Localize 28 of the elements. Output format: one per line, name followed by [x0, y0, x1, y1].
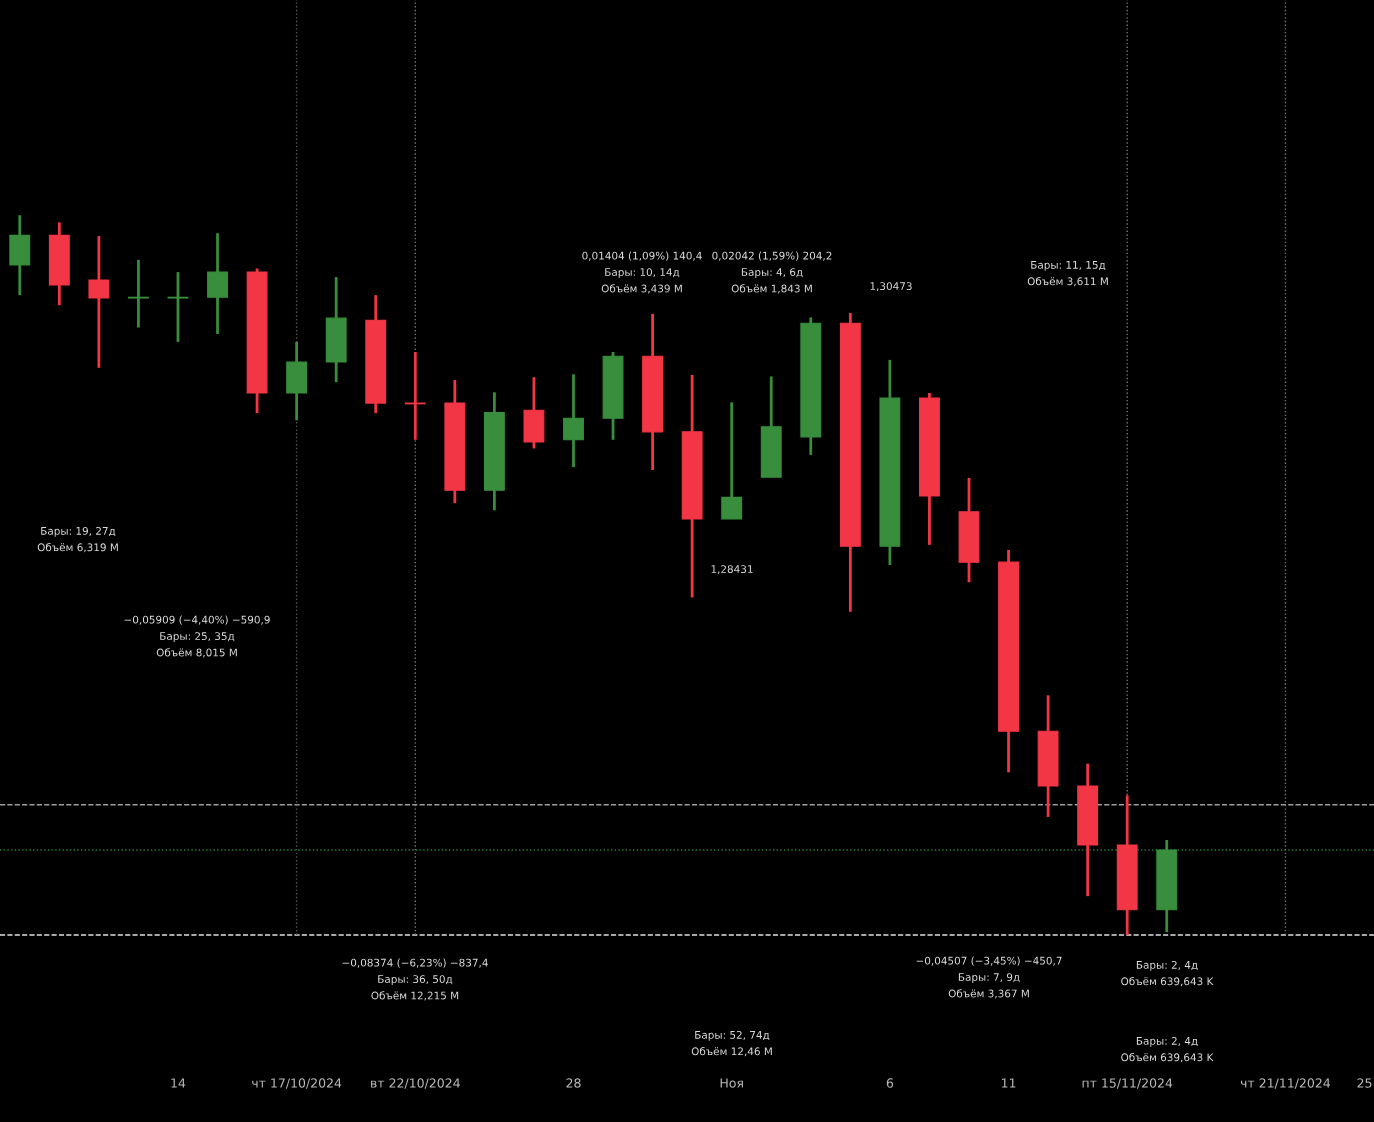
- x-tick-label: чт 21/11/2024: [1240, 1078, 1331, 1089]
- annotation: Бары: 11, 15д Объём 3,611 M: [1027, 261, 1108, 287]
- x-tick-label: 28: [566, 1078, 581, 1088]
- x-tick-label: 6: [886, 1078, 894, 1088]
- annotation: 1,28431: [711, 565, 753, 575]
- candlestick: [127, 258, 149, 329]
- annotation: 0,01404 (1,09%) 140,4 Бары: 10, 14д Объём 3,439 M: [582, 251, 702, 294]
- candlestick: [563, 372, 584, 469]
- text: −0,08374 (−6,23%) −837,4 Бары: 36, 50д Объём 12,215 M: [342, 958, 488, 1001]
- annotation: 0,02042 (1,59%) 204,2 Бары: 4, 6д Объём 1,843 M: [712, 251, 832, 294]
- x-tick-label: 14: [171, 1078, 186, 1088]
- x-tick-label: 25: [1357, 1078, 1372, 1088]
- x-tick-label: 11: [1001, 1078, 1016, 1088]
- candlestick: [88, 234, 110, 370]
- text: Бары: 2, 4д Объём 639,643 K: [1121, 960, 1214, 987]
- text: −0,04507 (−3,45%) −450,7 Бары: 7, 9д Объём 3,367 M: [916, 956, 1062, 999]
- annotation: 1,30473: [870, 282, 912, 292]
- annotation: −0,05909 (−4,40%) −590,9 Бары: 25, 35д Объём 8,015 M: [124, 615, 270, 658]
- candlestick: [721, 400, 743, 521]
- text: Бары: 2, 4д Объём 639,643 K: [1121, 1036, 1214, 1063]
- x-tick-label: вт 22/10/2024: [371, 1078, 460, 1089]
- annotation: Бары: 19, 27д Объём 6,319 M: [37, 526, 118, 553]
- candlestick: [404, 350, 426, 442]
- candlestick: [167, 270, 189, 344]
- x-tick-label: чт 17/10/2024: [252, 1078, 342, 1089]
- x-tick-label: Ноя: [720, 1078, 743, 1088]
- x-tick-label: пт 15/11/2024: [1082, 1078, 1173, 1089]
- text: Бары: 52, 74д Объём 12,46 M: [691, 1030, 772, 1057]
